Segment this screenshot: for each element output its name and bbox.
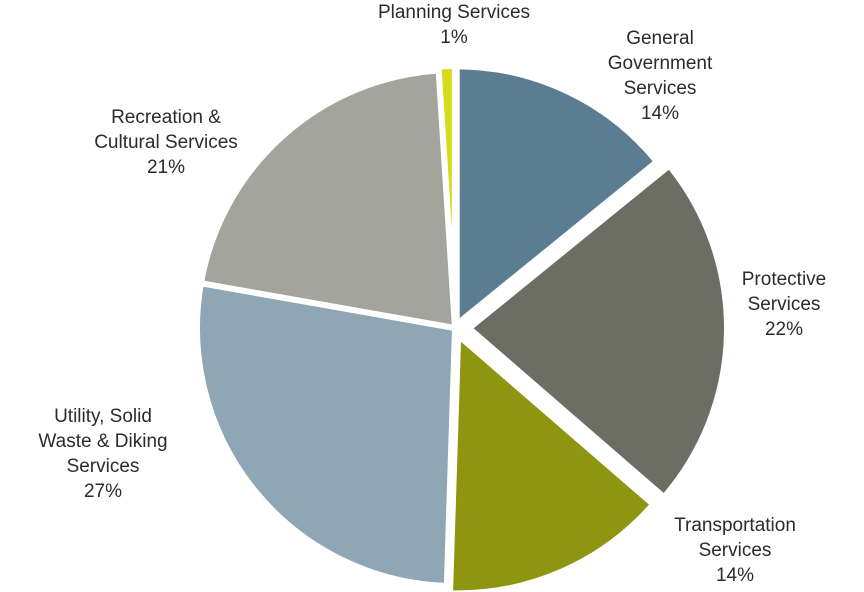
slice-label-utility-solid-waste-diking-services: Utility, Solid Waste & Diking Services 27%: [38, 404, 167, 504]
slice-value-label: 27%: [83, 481, 123, 502]
slice-value-label: 14%: [640, 103, 680, 124]
pie-slice-general-government-services: [453, 63, 660, 328]
slice-value-label: 22%: [764, 319, 804, 340]
pie-slice-recreation-cultural-services: [197, 67, 458, 331]
slice-label-line: Government: [607, 53, 713, 74]
slice-label-line: Cultural Services: [94, 132, 238, 153]
slice-label-line: Services: [698, 540, 772, 561]
slice-label-line: Recreation &: [111, 107, 221, 128]
slice-label-general-government-services: General Government Services 14%: [608, 26, 713, 126]
pie-slice-planning-services: [435, 63, 458, 328]
slice-label-line: Utility, Solid: [54, 406, 152, 427]
slice-label-line: Services: [623, 78, 697, 99]
slice-label-protective-services: Protective Services 22%: [742, 267, 826, 342]
slice-value-label: 1%: [440, 27, 468, 48]
slice-label-line: Services: [747, 294, 821, 315]
slice-label-line: Waste & Diking: [38, 431, 168, 452]
slice-label-planning-services: Planning Services 1%: [378, 0, 530, 50]
slice-value-label: 21%: [146, 157, 186, 178]
slice-label-transportation-services: Transportation Services 14%: [674, 513, 796, 588]
pie-slice-utility-solid-waste-diking-services: [194, 280, 458, 589]
slice-value-label: 14%: [715, 565, 755, 586]
slice-label-line: General: [626, 28, 694, 49]
slice-label-line: Services: [66, 456, 140, 477]
slice-label-recreation-cultural-services: Recreation & Cultural Services 21%: [94, 105, 238, 180]
pie-slice-transportation-services: [447, 332, 657, 592]
pie-slice-protective-services: [465, 162, 730, 501]
slice-label-line: Planning Services: [377, 2, 531, 23]
slice-label-line: Transportation: [674, 515, 796, 536]
slice-label-line: Protective: [741, 269, 827, 290]
